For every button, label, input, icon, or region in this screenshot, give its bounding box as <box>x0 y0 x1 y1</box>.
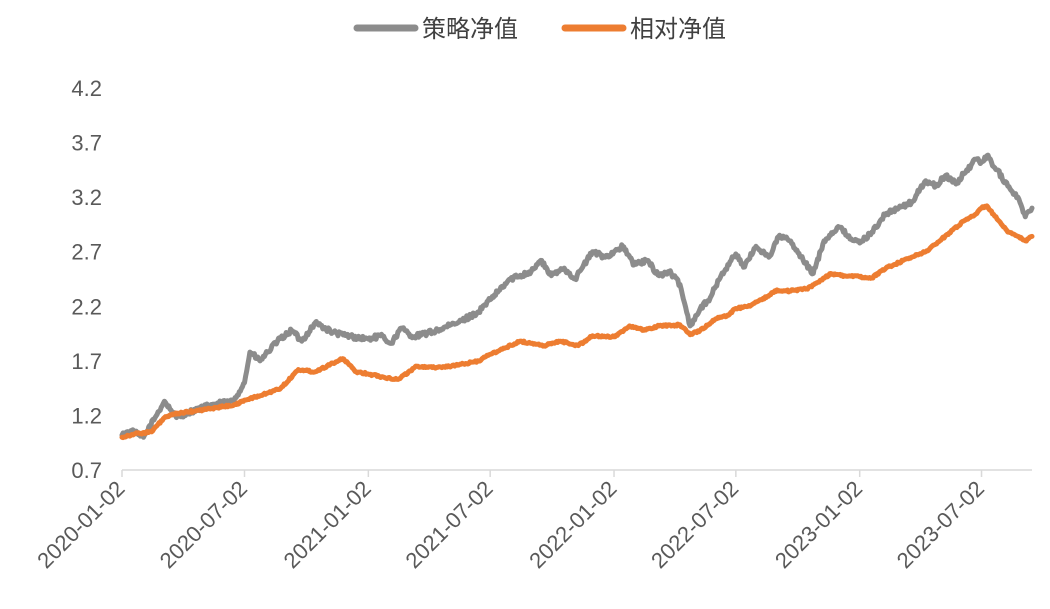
x-axis-ticks: 2020-01-02 2020-07-02 2021-01-02 2021-07-02… <box>32 470 989 573</box>
legend-label-strategy: 策略净值 <box>422 15 518 43</box>
x-tick-label: 2021-01-02 <box>279 476 376 573</box>
y-tick-label: 1.7 <box>71 349 102 374</box>
y-tick-label: 3.2 <box>71 185 102 210</box>
y-tick-label: 1.2 <box>71 403 102 428</box>
series-line-strategy <box>119 152 1035 440</box>
y-tick-label: 2.2 <box>71 294 102 319</box>
x-tick-label: 2020-07-02 <box>155 476 252 573</box>
y-axis-tick-labels: 4.2 3.7 3.2 2.7 2.2 1.7 1.2 0.7 <box>71 76 102 483</box>
legend-label-relative: 相对净值 <box>630 15 726 43</box>
x-tick-label: 2022-01-02 <box>524 476 621 573</box>
series-layer <box>119 152 1035 441</box>
series-line-relative <box>119 203 1035 441</box>
x-tick-label: 2021-07-02 <box>400 476 497 573</box>
y-tick-label: 4.2 <box>71 76 102 101</box>
x-tick-label: 2023-01-02 <box>770 476 867 573</box>
x-tick-label: 2020-01-02 <box>32 476 129 573</box>
x-tick-label: 2022-07-02 <box>646 476 743 573</box>
y-tick-label: 2.7 <box>71 240 102 265</box>
y-tick-label: 0.7 <box>71 458 102 483</box>
legend: 策略净值 相对净值 <box>353 15 726 43</box>
y-tick-label: 3.7 <box>71 131 102 156</box>
x-tick-label: 2023-07-02 <box>892 476 989 573</box>
